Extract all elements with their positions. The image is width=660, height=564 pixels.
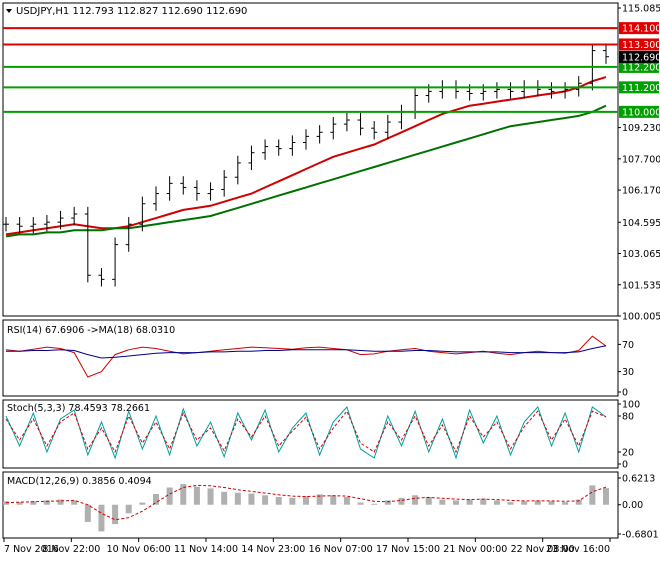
price-series-layer (3, 43, 609, 287)
price-y-tick: 107.700 (622, 154, 660, 165)
price-title-group: USDJPY,H1 112.793 112.827 112.690 112.69… (6, 6, 247, 17)
price-y-tick: 109.230 (622, 123, 660, 134)
rsi-line-1 (6, 345, 607, 359)
x-tick-label: 16 Nov 07:00 (309, 544, 373, 555)
stoch-y-tick: 0 (622, 460, 628, 471)
level-label-box (619, 22, 659, 35)
level-label-113.300: 113.300 (622, 40, 660, 51)
stoch-series-layer (5, 406, 607, 460)
x-tick-label: 17 Nov 15:00 (376, 544, 440, 555)
stoch-y-tick: 20 (622, 448, 634, 459)
price-y-tick: 100.005 (622, 312, 660, 323)
dropdown-triangle-icon[interactable] (6, 9, 12, 13)
price-y-tick: 104.595 (622, 218, 660, 229)
rsi-panel-title: RSI(14) 67.6906 ->MA(18) 68.0310 (7, 325, 175, 336)
current-price-label: 112.690 (622, 52, 660, 63)
level-label-box (619, 105, 659, 118)
level-label-box (619, 38, 659, 51)
level-label-box (619, 60, 659, 73)
price-y-tick: 101.535 (622, 280, 660, 291)
rsi-y-tick: 0 (622, 388, 628, 399)
moving-average-line-1 (5, 104, 607, 238)
moving-average-line-0 (5, 76, 607, 236)
macd-y-tick: -0.6801 (622, 530, 659, 541)
rsi-series-layer (5, 335, 607, 378)
price-y-tick: 106.170 (622, 186, 660, 197)
y-axis-ticks: 115.085 109.230 107.700 106.170 104.595 103.0… (618, 4, 660, 541)
x-tick-label: 14 Nov 23:00 (241, 544, 305, 555)
macd-panel-title: MACD(12,26,9) 0.3856 0.4094 (7, 476, 152, 487)
price-panel-title: USDJPY,H1 112.793 112.827 112.690 112.69… (16, 6, 247, 17)
macd-series-layer (3, 484, 609, 532)
x-tick-label: 11 Nov 14:00 (174, 544, 238, 555)
x-tick-label: 21 Nov 00:00 (443, 544, 507, 555)
x-tick-label: 22 Nov 08:00 (511, 544, 575, 555)
x-tick-label: 7 Nov 2016 (4, 544, 59, 555)
level-label-111.200: 111.200 (622, 83, 660, 94)
level-label-box (619, 81, 659, 94)
current-price-box (619, 50, 659, 63)
price-y-tick: 103.065 (622, 249, 660, 260)
x-tick-label: 23 Nov 16:00 (546, 544, 610, 555)
stoch-y-tick: 100 (622, 400, 640, 411)
level-label-114.100: 114.100 (622, 24, 660, 35)
stoch-line-0 (5, 406, 607, 460)
rsi-line-0 (5, 335, 607, 378)
horizontal-levels-layer: 114.100 113.300 112.200 111.200 110.000 112.6… (3, 22, 660, 118)
stoch-line-1 (5, 410, 607, 454)
rsi-y-tick: 70 (622, 340, 634, 351)
x-tick-label: 10 Nov 06:00 (107, 544, 171, 555)
level-label-112.200: 112.200 (622, 62, 660, 73)
level-label-110.000: 110.000 (622, 107, 660, 118)
rsi-y-tick: 30 (622, 367, 634, 378)
price-y-tick: 115.085 (622, 4, 660, 15)
macd-y-tick: 0.6213 (622, 474, 655, 485)
macd-panel-frame (2, 471, 619, 539)
x-tick-label: 8 Nov 22:00 (42, 544, 100, 555)
price-panel-frame (2, 2, 619, 317)
macd-y-tick: 0.00 (622, 500, 643, 511)
stoch-y-tick: 80 (622, 412, 634, 423)
stoch-panel-title: Stoch(5,3,3) 78.4593 78.2661 (7, 403, 150, 414)
